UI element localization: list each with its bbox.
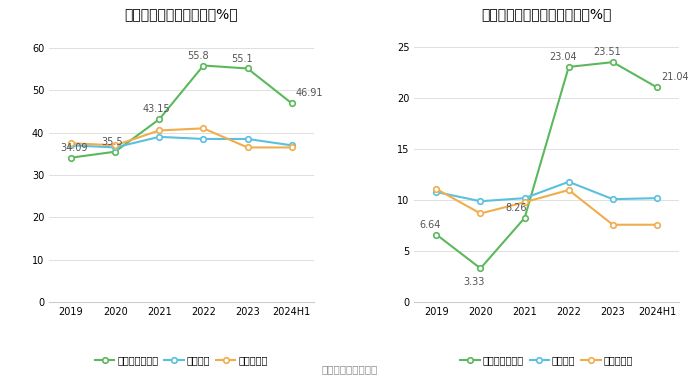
有息资产负债率 bbox=[476, 266, 484, 271]
Title: 近年来资产负债率情况（%）: 近年来资产负债率情况（%） bbox=[125, 7, 238, 21]
Text: 35.5: 35.5 bbox=[102, 137, 123, 147]
有息资产负债率 bbox=[652, 85, 661, 90]
公司资产负债率 bbox=[199, 63, 208, 68]
Title: 近年来有息资产负债率情况（%）: 近年来有息资产负债率情况（%） bbox=[482, 7, 612, 21]
行业均值 bbox=[67, 143, 76, 147]
公司资产负债率 bbox=[288, 101, 296, 105]
行业中位数 bbox=[432, 187, 440, 191]
行业中位数 bbox=[67, 141, 76, 146]
Line: 行业均值: 行业均值 bbox=[69, 134, 295, 150]
行业中位数 bbox=[288, 145, 296, 150]
Text: 3.33: 3.33 bbox=[464, 277, 485, 287]
行业中位数 bbox=[476, 211, 484, 216]
Legend: 有息资产负债率, 行业均值, 行业中位数: 有息资产负债率, 行业均值, 行业中位数 bbox=[456, 352, 637, 369]
Text: 55.8: 55.8 bbox=[187, 51, 209, 60]
Line: 行业均值: 行业均值 bbox=[433, 179, 659, 204]
行业均值 bbox=[564, 180, 573, 184]
Text: 34.09: 34.09 bbox=[60, 143, 88, 153]
行业中位数 bbox=[111, 143, 120, 147]
Line: 行业中位数: 行业中位数 bbox=[433, 186, 659, 228]
有息资产负债率 bbox=[432, 232, 440, 237]
公司资产负债率 bbox=[67, 155, 76, 160]
行业均值 bbox=[288, 143, 296, 147]
行业中位数 bbox=[608, 223, 617, 227]
有息资产负债率 bbox=[608, 60, 617, 64]
行业均值 bbox=[476, 199, 484, 203]
行业中位数 bbox=[520, 200, 528, 204]
行业均值 bbox=[244, 137, 252, 141]
行业均值 bbox=[652, 196, 661, 200]
Text: 8.26: 8.26 bbox=[505, 203, 526, 213]
Text: 23.04: 23.04 bbox=[550, 52, 577, 62]
有息资产负债率 bbox=[520, 216, 528, 220]
公司资产负债率 bbox=[111, 149, 120, 154]
行业均值 bbox=[111, 145, 120, 150]
行业中位数 bbox=[564, 188, 573, 192]
Text: 43.15: 43.15 bbox=[143, 104, 170, 114]
Legend: 公司资产负债率, 行业均值, 行业中位数: 公司资产负债率, 行业均值, 行业中位数 bbox=[91, 352, 272, 369]
行业均值 bbox=[432, 190, 440, 194]
公司资产负债率 bbox=[244, 66, 252, 71]
Text: 21.04: 21.04 bbox=[661, 73, 689, 82]
Line: 行业中位数: 行业中位数 bbox=[69, 125, 295, 150]
行业均值 bbox=[155, 135, 164, 139]
Text: 23.51: 23.51 bbox=[594, 47, 621, 57]
Text: 数据来源：恒生聚源: 数据来源：恒生聚源 bbox=[322, 364, 378, 374]
Line: 公司资产负债率: 公司资产负债率 bbox=[69, 63, 295, 160]
有息资产负债率 bbox=[564, 65, 573, 69]
公司资产负债率 bbox=[155, 117, 164, 121]
行业中位数 bbox=[244, 145, 252, 150]
行业中位数 bbox=[155, 128, 164, 133]
Line: 有息资产负债率: 有息资产负债率 bbox=[433, 59, 659, 271]
行业中位数 bbox=[652, 223, 661, 227]
行业均值 bbox=[520, 196, 528, 200]
行业均值 bbox=[199, 137, 208, 141]
行业中位数 bbox=[199, 126, 208, 131]
行业均值 bbox=[608, 197, 617, 201]
Text: 6.64: 6.64 bbox=[420, 220, 441, 229]
Text: 46.91: 46.91 bbox=[296, 88, 323, 98]
Text: 55.1: 55.1 bbox=[231, 54, 253, 64]
